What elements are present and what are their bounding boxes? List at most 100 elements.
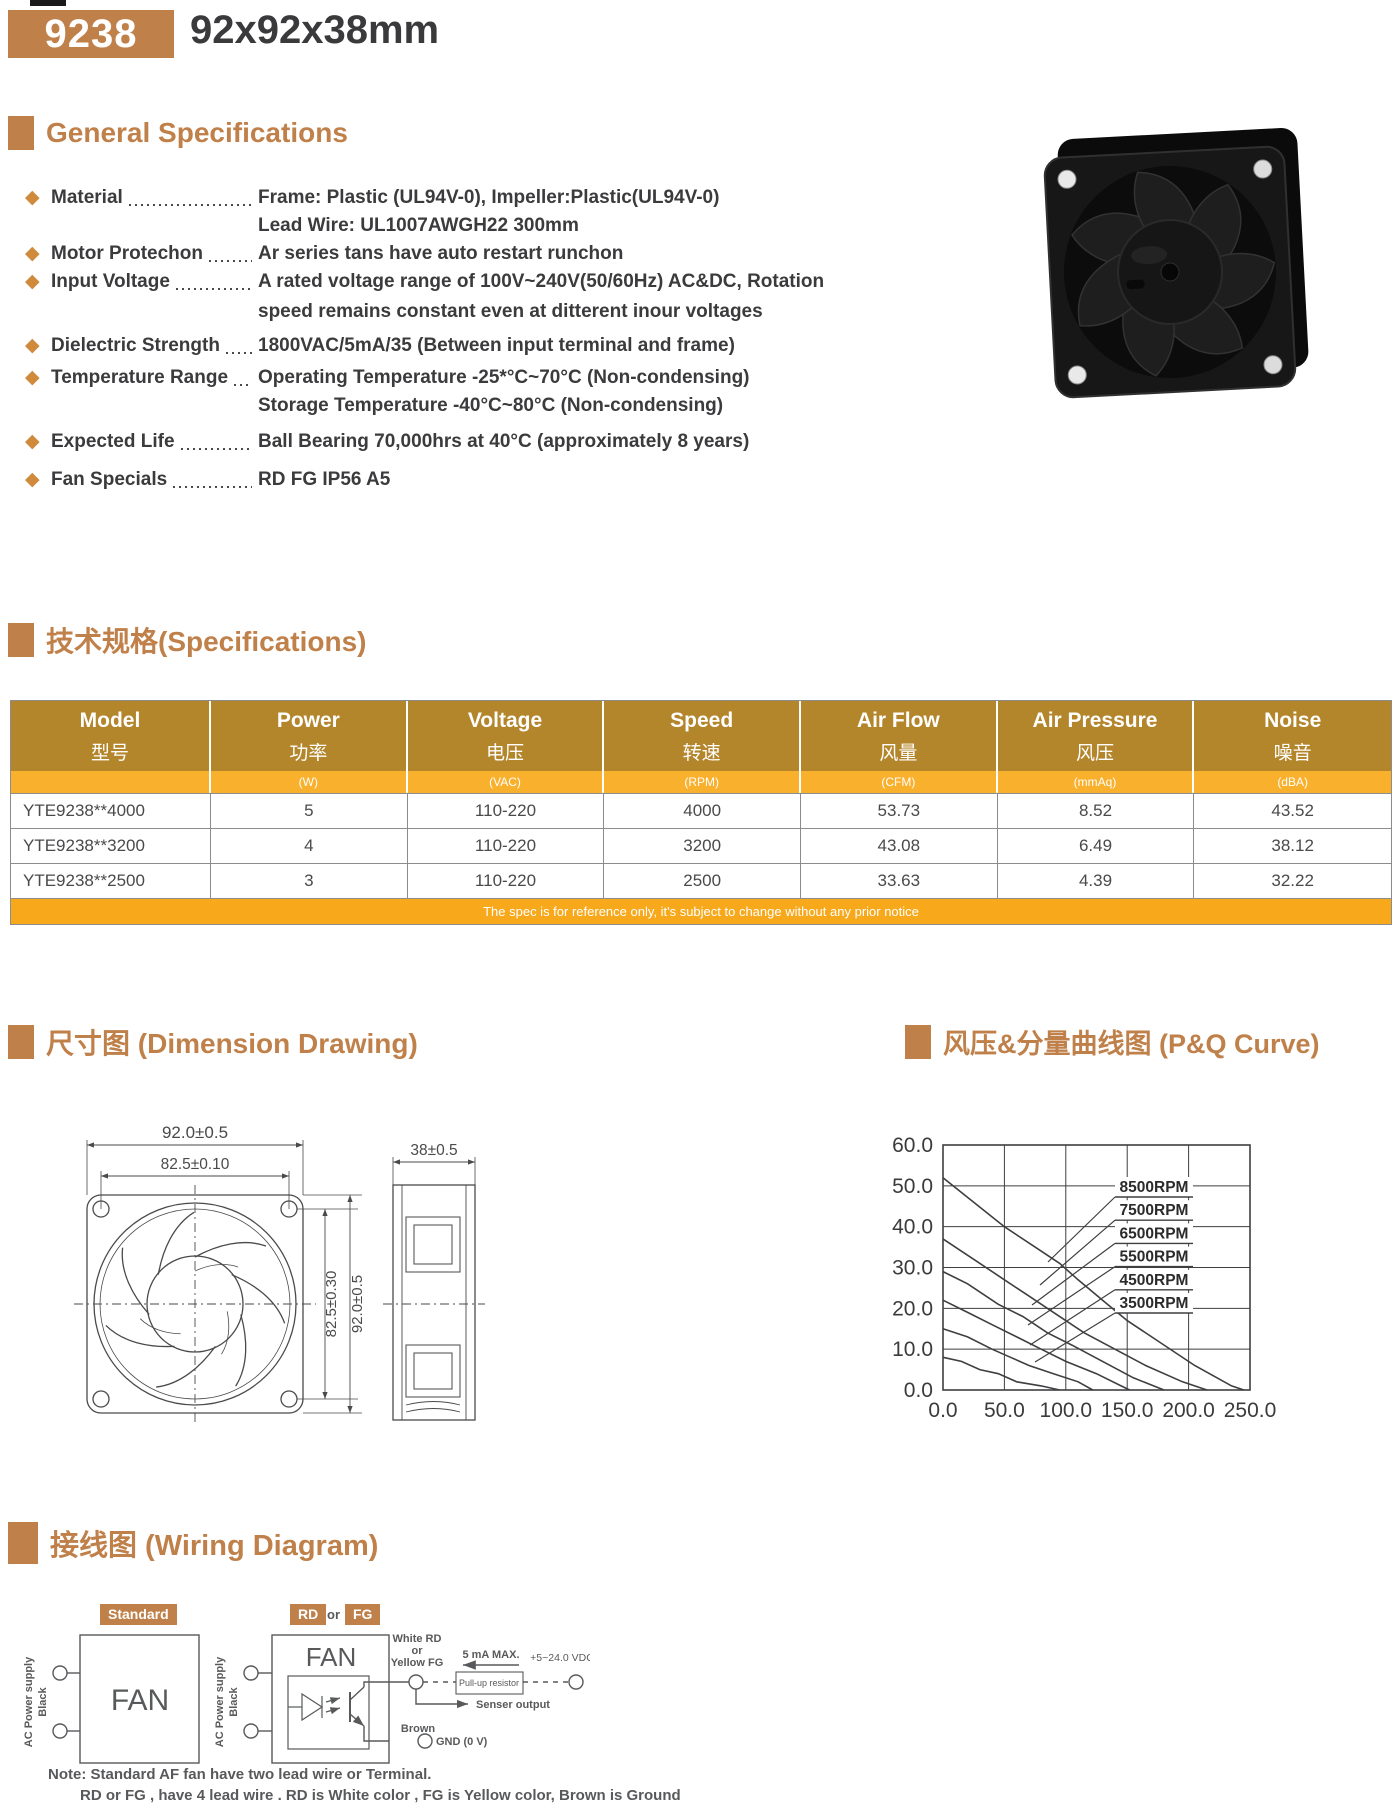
section-title: 尺寸图 (Dimension Drawing) [46,1028,418,1059]
wiring-note-2: RD or FG , have 4 lead wire . RD is Whit… [80,1787,681,1804]
col-noise: Noise 噪音 [1264,709,1322,764]
dotted-leader [175,288,252,290]
cell: 43.52 [1271,801,1314,820]
spec-value: speed remains constant even at ditterent… [258,301,763,322]
x-tick-label: 200.0 [1162,1399,1215,1422]
legend-leader [1034,1312,1116,1363]
legend-leader [1047,1196,1116,1263]
fan-box-standard [79,1634,200,1764]
fan-box-rdfg [271,1634,390,1764]
cell: 6.49 [998,829,1195,863]
spec-row-expected-life: ◆ Expected Life Ball Bearing 70,000hrs a… [25,428,885,456]
cell: 110-220 [408,829,605,863]
dim-front-width: 92.0±0.5 [162,1123,228,1142]
dotted-leader [234,384,252,386]
y-tick-label: 30.0 [892,1257,933,1280]
legend-leader [1029,1289,1116,1346]
legend-box [1115,1246,1193,1267]
section-square-icon [8,1025,34,1059]
spec-label: Motor Protechon [51,243,203,264]
cell: 33.63 [801,864,998,898]
y-tick-label: 20.0 [892,1297,933,1320]
section-square-icon [8,623,34,657]
legend-leader [1027,1266,1116,1326]
dim-hole-pitch-v: 82.5±0.30 [323,1271,340,1338]
or-label: or [327,1607,340,1622]
pullup-label: Pull-up resistor [459,1678,519,1688]
standard-badge: Standard [100,1604,177,1625]
white-rd-label: White RD [393,1633,442,1645]
x-tick-label: 0.0 [928,1399,957,1422]
unit-cell [11,771,211,793]
pq-curve-6500RPM [942,1270,1165,1391]
col-airflow: Air Flow 风量 [801,701,998,771]
model-badge: 9238 [8,10,174,58]
spec-row-fan-specials: ◆ Fan Specials RD FG IP56 A5 [25,466,885,494]
x-tick-label: 50.0 [984,1399,1025,1422]
cell: 4.39 [998,864,1195,898]
x-tick-label: 150.0 [1101,1399,1154,1422]
pq-curve-5500RPM [942,1299,1131,1391]
cell: 53.73 [801,794,998,828]
fg-badge: FG [345,1604,381,1625]
plot-border [942,1144,1251,1391]
cell: 5 [211,794,408,828]
legend-box [1115,1200,1193,1221]
impeller-blades [105,1211,286,1388]
general-spec-list: ◆ Material Frame: Plastic (UL94V-0), Imp… [25,184,885,494]
spec-value: 1800VAC/5mA/35 (Between input terminal a… [258,335,735,356]
legend-label: 7500RPM [1120,1202,1189,1219]
bullet-diamond-icon: ◆ [25,335,40,356]
spec-row-motor-protection: ◆ Motor Protechon Ar series tans have au… [25,240,885,268]
spec-value: Operating Temperature -25*°C~70°C (Non-c… [258,367,750,388]
section-title: 技术规格(Specifications) [46,626,367,657]
sensor-output-label: Senser output [476,1699,550,1711]
unit-cell: (dBA) [1277,775,1308,789]
spec-row-dielectric: ◆ Dielectric Strength 1800VAC/5mA/35 (Be… [25,332,885,360]
yellow-fg-label: Yellow FG [391,1657,444,1669]
led-icon [301,1692,324,1722]
table-header-row: Model 型号 Power 功率 Voltage 电压 Speed 转速 Air Fl… [11,701,1391,771]
col-voltage: Voltage 电压 [408,701,605,771]
legend-leader [1031,1242,1116,1306]
table-row: YTE9238**2500 3 110-220 2500 33.63 4.39 … [11,863,1391,898]
wiring-diagram: AC Power supply Black FAN AC Power suppl… [23,1633,590,1764]
y-tick-label: 40.0 [892,1216,933,1239]
bullet-diamond-icon: ◆ [25,367,40,388]
top-mark [30,0,66,6]
dimension-header: 尺寸图 (Dimension Drawing) [8,1022,418,1062]
ac-supply-label: AC Power supply [214,1656,226,1747]
section-square-icon [905,1024,931,1059]
brown-label: Brown [401,1723,436,1735]
max-current-label: 5 mA MAX. [462,1649,519,1661]
bullet-diamond-icon: ◆ [25,469,40,490]
unit-cell: (mmAq) [998,771,1195,793]
spec-value: RD FG IP56 A5 [258,469,391,490]
spec-value: Storage Temperature -40°C~80°C (Non-cond… [258,395,724,416]
col-model: Model 型号 [11,701,211,771]
spec-value: Ar series tans have auto restart runchon [258,243,624,264]
table-units-row: (W) (VAC) (RPM) (CFM) (mmAq) (dBA) [11,771,1391,793]
cell: 110-220 [408,864,605,898]
pullup-resistor-box [455,1671,524,1695]
spec-table: Model 型号 Power 功率 Voltage 电压 Speed 转速 Air Fl… [10,700,1392,925]
optocoupler-box [287,1675,370,1750]
wiring-note-1: Note: Standard AF fan have two lead wire… [48,1766,432,1783]
black-label: Black [228,1686,240,1716]
section-square-icon [8,116,34,150]
rd-badge: RD [290,1604,327,1625]
pq-curve-8500RPM [942,1177,1245,1391]
dotted-leader [180,448,252,450]
dimension-drawing: 92.0±0.5 82.5±0.10 82.5±0.30 92.0±0.5 38… [74,1123,485,1423]
col-speed: Speed 转速 [604,701,801,771]
dim-hole-pitch: 82.5±0.10 [161,1156,230,1173]
pq-header: 风压&分量曲线图 (P&Q Curve) [905,1022,1320,1061]
y-tick-label: 50.0 [892,1175,933,1198]
legend-label: 6500RPM [1120,1225,1189,1242]
legend-box [1115,1223,1193,1244]
spec-label: Input Voltage [51,271,170,292]
section-title: 风压&分量曲线图 (P&Q Curve) [943,1029,1320,1059]
x-tick-label: 100.0 [1040,1399,1093,1422]
fan-product-photo [1043,127,1309,399]
